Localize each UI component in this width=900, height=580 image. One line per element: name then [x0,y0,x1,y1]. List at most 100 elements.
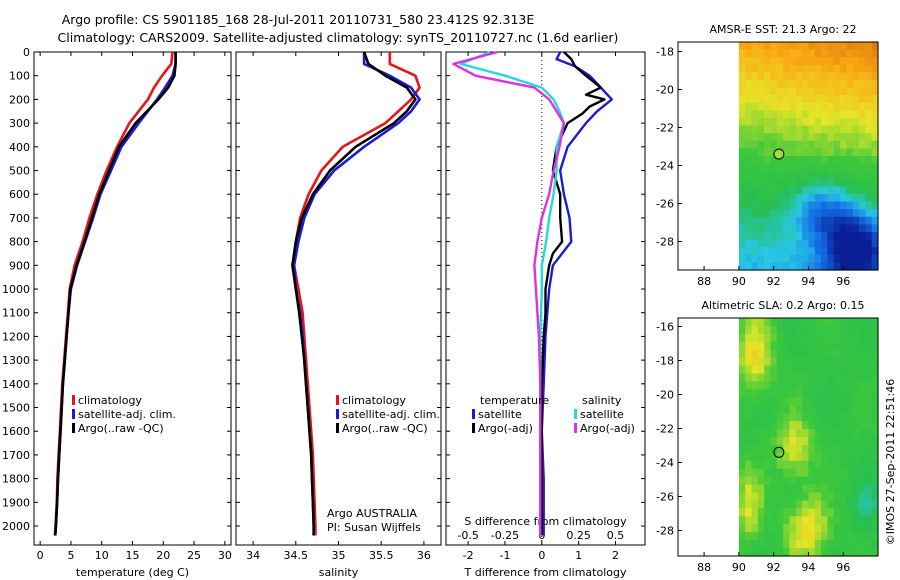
sst_map-cell [865,247,873,256]
sst_map-cell [789,110,797,119]
sst_map-cell [795,171,803,180]
sla_map-cell [795,524,803,533]
sla_map-cell [745,460,753,470]
sst_map-cell [776,216,784,225]
sla_map-cell [751,540,759,549]
sla_map-cell [852,532,860,541]
platform-annotation: Argo AUSTRALIA [327,507,417,520]
sst_map-cell [859,262,866,271]
sst_map-cell [846,262,854,271]
sst_map-cell [738,64,746,73]
panel-temperature: 0 5 10 15 20 25 300100200300400500600700800900… [2,46,232,579]
depth-tick-label: 0 [23,46,30,59]
temperature-legend-label: climatology [78,394,142,407]
sst_map-cell [808,224,816,233]
sla_map-cell [814,397,822,406]
sla_map-cell [865,548,873,557]
pi-annotation: PI: Susan Wijffels [327,521,421,534]
sst_map-cell [808,110,816,119]
sla_map-cell [770,540,778,549]
sst_map-y-tick-label: -18 [656,46,674,59]
salinity-x-tick-label: 34 [246,549,260,562]
sst_map-cell [802,102,810,111]
sla_map-cell [852,373,860,383]
sla_map-cell [738,508,746,517]
sla_map-cell [770,389,778,398]
sla_map-cell [840,437,847,446]
sla_map-cell [789,341,797,351]
sst_map-cell [789,254,797,263]
sst_map-cell [783,49,791,58]
sst_map-cell [814,262,822,271]
sst_map-cell [745,216,753,225]
sst_map-cell [833,64,841,73]
sla_map-cell [776,397,784,406]
sla_map-cell [738,437,746,446]
sla_map-cell [821,516,828,525]
sla_map-cell [764,437,772,446]
sst_map-cell [846,87,854,96]
sst_map-cell [808,171,816,180]
sst_map-cell [808,42,816,51]
sla_map-cell [840,452,847,462]
sla_map-cell [808,318,816,327]
sst_map-cell [859,95,866,104]
sst_map-cell [808,232,816,241]
sst_map-cell [833,171,841,180]
sla_map-cell [821,468,828,478]
sla_map-cell [814,325,822,335]
sst_map-cell [738,87,746,96]
sst_map-cell [852,232,860,241]
sla_map-cell [821,540,828,549]
sst_map-cell [808,156,816,165]
sst_map-cell [802,49,810,58]
sla_map-cell [846,389,854,398]
sst_map-cell [783,64,791,73]
sst_map-cell [852,156,860,165]
sla_map-x-tick-label: 94 [801,561,815,574]
sla_map-cell [738,405,746,414]
sst_map-cell [871,156,879,165]
sla_map-cell [821,357,828,367]
sst_map-cell [827,140,835,149]
sla_map-cell [776,484,784,494]
sst_map-cell [827,239,835,248]
sla_map-cell [776,318,784,327]
sla_map-cell [770,421,778,430]
sst_map-cell [859,201,866,210]
sla_map-cell [783,413,791,422]
sst_map-cell [770,87,778,96]
sla_map-cell [776,476,784,486]
sla_map-cell [852,524,860,533]
sst_map-cell [789,262,797,271]
sst_map-cell [776,201,784,210]
sst_map-cell [852,57,860,66]
sla_map-cell [802,365,810,375]
sst_map-cell [745,254,753,263]
sla_map-cell [846,349,854,359]
sst_map-cell [751,118,759,127]
sst_map-cell [770,110,778,119]
sla_map-cell [871,421,879,430]
sst_map-cell [808,186,816,195]
sla_map-cell [840,468,847,478]
sla_map-cell [795,532,803,541]
sst_map-cell [745,262,753,271]
sst_map-cell [764,110,772,119]
sla_map-cell [846,476,854,486]
sst_map-cell [814,148,822,157]
sla_map-cell [776,540,784,549]
sst_map-cell [789,102,797,111]
sst_map-cell [827,125,835,134]
sst_map-cell [814,232,822,241]
sla_map-cell [859,341,866,351]
sla_map-cell [808,333,816,343]
sla_map-cell [852,365,860,375]
sst_map-cell [833,80,841,89]
sla_map-cell [865,524,873,533]
sla_map-cell [745,365,753,375]
sla_map-cell [808,389,816,398]
sst_map-cell [827,95,835,104]
sst_map-cell [833,110,841,119]
sla_map-cell [751,397,759,406]
